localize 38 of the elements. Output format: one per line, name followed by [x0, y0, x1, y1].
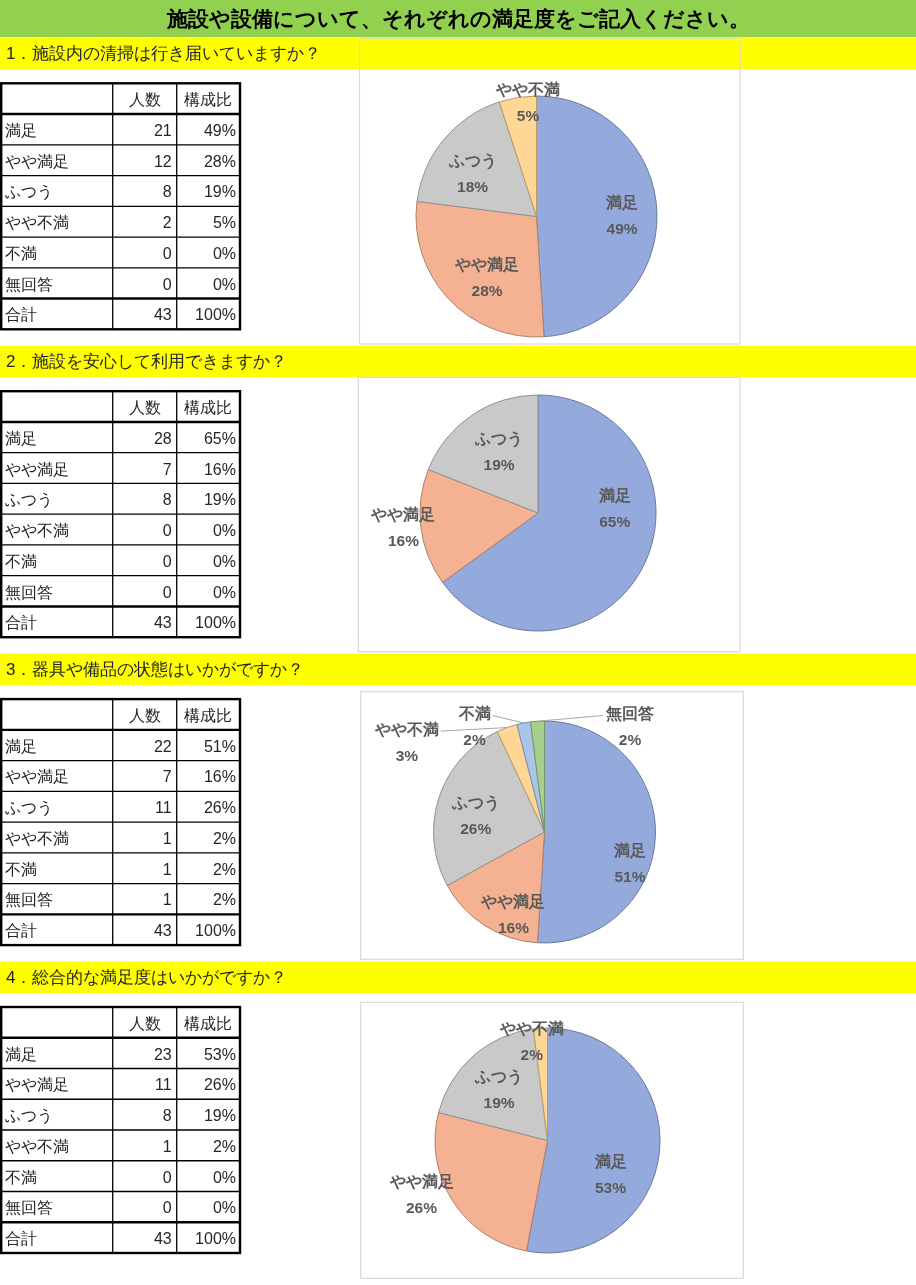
question: 2．施設を安心して利用できますか？ — [6, 352, 288, 372]
slice-label: やや満足 — [370, 505, 436, 523]
data-label: 26% — [405, 1199, 438, 1216]
data-label: 3% — [395, 746, 419, 764]
question: 1．施設内の清掃は行き届いていますか？ — [6, 44, 322, 64]
data-label: 16% — [497, 918, 530, 936]
question: 3．器具や備品の状態はいかがですか？ — [6, 660, 305, 680]
slice-label: ふつう — [474, 430, 524, 449]
data-label: 2% — [618, 731, 642, 749]
data-label: 51% — [614, 867, 646, 885]
question: 4．総合的な満足度はいかがですか？ — [6, 968, 288, 987]
data-label: 16% — [387, 531, 420, 549]
slice-label: 満足 — [605, 193, 639, 211]
table: 人数 構成比 満足 21 49% やや満足 12 28% ふつう 8 19% やや不満 2 5% 不満 0 0% 無回答 0 0% 合計 43 100% — [0, 82, 242, 331]
data-label: 19% — [483, 456, 515, 474]
slice-label: 満足 — [597, 486, 631, 504]
table: 人数 構成比 満足 22 51% やや満足 7 16% ふつう 11 26% やや不満 1 2% 不満 1 2% 無回答 1 2% 合計 43 100% — [0, 697, 242, 947]
slice-label: 不満 — [457, 705, 491, 723]
slice-label: やや不満 — [495, 80, 561, 98]
table: 人数 構成比 満足 23 53% やや満足 11 26% ふつう 8 19% やや不満 1 2% 不満 0 0% 無回答 0 0% 合計 43 100% — [0, 1005, 242, 1255]
slice-label: ふつう — [474, 1068, 524, 1087]
slice-label: ふつう — [450, 793, 500, 812]
slice-label: ふつう — [447, 151, 497, 170]
page-title: 施設や設備について、それぞれの満足度をご記入ください。 — [166, 7, 750, 31]
data-label: 28% — [471, 282, 503, 300]
data-label: 49% — [606, 219, 638, 237]
slice-label: 無回答 — [604, 705, 654, 724]
slice-label: やや満足 — [454, 256, 520, 274]
data-label: 19% — [483, 1094, 515, 1112]
data-label: 53% — [594, 1178, 627, 1196]
data-label: 65% — [599, 512, 631, 530]
table: 人数 構成比 満足 28 65% やや満足 7 16% ふつう 8 19% やや不満 0 0% 不満 0 0% 無回答 0 0% 合計 43 100% — [0, 390, 242, 639]
slice-label: 満足 — [593, 1152, 627, 1170]
data-label: 2% — [463, 731, 486, 749]
data-label: 26% — [460, 819, 492, 837]
slice-label: やや不満 — [373, 720, 439, 738]
slice-label: 満足 — [612, 841, 646, 859]
data-label: 18% — [457, 177, 489, 195]
